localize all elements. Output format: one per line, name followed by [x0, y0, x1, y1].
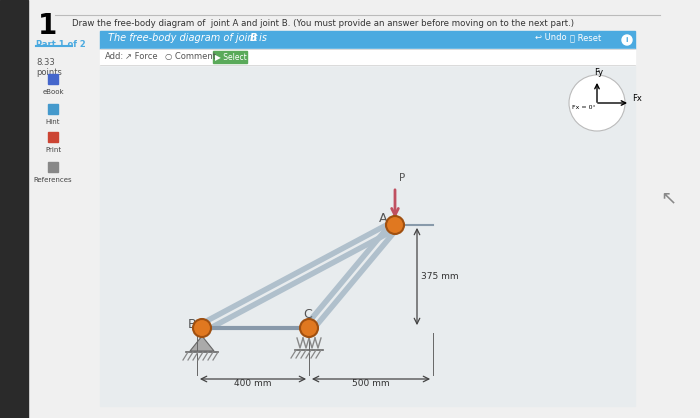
Text: i: i [626, 37, 629, 43]
Text: ▶ Select: ▶ Select [215, 52, 246, 61]
Text: ↩ Undo: ↩ Undo [535, 33, 566, 42]
Text: Hint: Hint [46, 119, 60, 125]
Text: Fy: Fy [594, 68, 603, 77]
Circle shape [193, 319, 211, 337]
Bar [48, 74, 58, 84]
Text: 8.33
points: 8.33 points [36, 58, 62, 77]
Polygon shape [190, 336, 214, 351]
Text: The free-body diagram of joint: The free-body diagram of joint [108, 33, 260, 43]
Text: 🗋 Reset: 🗋 Reset [570, 33, 601, 42]
Bar [100, 65, 635, 406]
Text: B: B [250, 33, 258, 43]
Circle shape [622, 35, 632, 45]
Text: Fx = 0°: Fx = 0° [572, 105, 596, 110]
Text: C: C [303, 308, 312, 321]
Text: eBook: eBook [42, 89, 64, 95]
Bar [213, 51, 247, 63]
Circle shape [569, 75, 625, 131]
Text: B: B [188, 318, 197, 331]
Text: References: References [34, 177, 72, 183]
Text: is: is [256, 33, 267, 43]
Text: Part 1 of 2: Part 1 of 2 [36, 40, 85, 49]
Bar [48, 162, 58, 172]
Circle shape [300, 319, 318, 337]
Text: 400 mm: 400 mm [234, 379, 272, 388]
Circle shape [386, 216, 404, 234]
Bar [48, 132, 58, 142]
Text: ↗ Force: ↗ Force [125, 52, 158, 61]
Text: ○ Comment: ○ Comment [165, 52, 216, 61]
Text: A: A [379, 212, 388, 225]
Bar [100, 31, 635, 49]
Text: 1: 1 [38, 12, 57, 40]
Text: ↖: ↖ [660, 189, 676, 207]
Bar [0, 0, 28, 418]
Text: 375 mm: 375 mm [421, 272, 458, 281]
Text: Fx: Fx [632, 94, 642, 103]
Text: Print: Print [45, 147, 61, 153]
Text: Add:: Add: [105, 52, 124, 61]
Bar [48, 104, 58, 114]
Text: 500 mm: 500 mm [352, 379, 390, 388]
Text: Draw the free-body diagram of  joint A and joint B. (You must provide an answer : Draw the free-body diagram of joint A an… [72, 19, 574, 28]
Text: P: P [399, 173, 405, 183]
Bar [100, 49, 635, 65]
